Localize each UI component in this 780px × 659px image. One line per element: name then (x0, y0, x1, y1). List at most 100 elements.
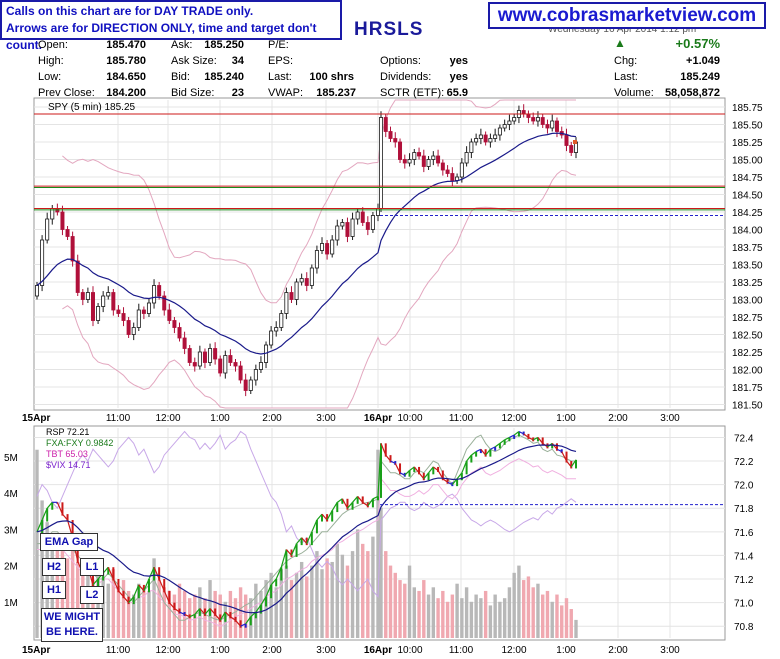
volume-bar (243, 594, 248, 638)
rsp-mark (331, 502, 338, 511)
candle-body (202, 351, 207, 363)
volume-bar (445, 601, 450, 638)
rsp-mark (148, 566, 155, 580)
candle-body (192, 362, 197, 367)
volume-bar (345, 565, 350, 638)
candle-body (569, 145, 574, 153)
website-banner[interactable]: www.cobrasmarketview.com (488, 2, 766, 29)
candle-body (162, 295, 167, 311)
price-tick-label: 184.00 (732, 226, 763, 237)
candle-body (90, 292, 95, 321)
candle-body (535, 117, 540, 122)
candle-body (383, 117, 388, 132)
candle-body (426, 159, 431, 167)
rsp-mark (326, 510, 333, 521)
volume-bar (564, 598, 569, 638)
volume-bar (569, 609, 573, 638)
candle-body (289, 292, 294, 300)
series-line-3 (36, 430, 577, 598)
volume-bar (126, 590, 131, 638)
candle-body (545, 124, 550, 129)
candle-body (320, 243, 325, 251)
volume-bar (464, 587, 469, 638)
rsp-mark (551, 442, 558, 450)
x-tick-label: 2:00 (262, 413, 282, 424)
candle-body (335, 225, 340, 241)
candle-body (258, 362, 263, 370)
ema-gap-label: EMA Gap (40, 533, 98, 551)
x-tick-label: 11:00 (449, 645, 474, 656)
bid-value: 185.240 (204, 71, 244, 83)
candle-body (126, 320, 131, 335)
rsp-mark (280, 549, 287, 568)
rsp-mark (306, 531, 313, 544)
rsp-mark (138, 584, 145, 592)
dividends-value: yes (449, 71, 468, 83)
candle-body (378, 117, 383, 209)
rsp-tick-label: 72.4 (734, 433, 754, 444)
candle-body (507, 120, 512, 125)
rsp-mark (290, 543, 298, 556)
rsp-mark (523, 433, 529, 438)
price-tick-label: 181.75 (732, 383, 763, 394)
be-here-line: BE HERE. (46, 626, 98, 638)
rsp-mark (347, 501, 354, 509)
volume-label: Volume: (614, 87, 654, 99)
candle-body (550, 120, 555, 129)
rsp-mark (321, 513, 328, 521)
volume-bar (541, 594, 545, 638)
x-tick-label: 3:00 (660, 645, 680, 656)
volume-bar (483, 590, 488, 638)
symbol-title: HRSLS (354, 19, 424, 40)
candle-body (121, 313, 126, 321)
candle-body (459, 162, 464, 178)
price-tick-label: 182.00 (732, 366, 763, 377)
volume-tick-label: 4M (4, 489, 18, 500)
options-label: Options: (380, 55, 421, 67)
rsp-mark (311, 519, 318, 533)
l1-label: L1 (80, 558, 104, 576)
candle-body (197, 351, 202, 367)
rsp-mark (112, 578, 119, 592)
rsp-mark (461, 460, 468, 474)
rsp-mark (556, 448, 562, 453)
volume-bar (340, 554, 345, 638)
candle-body (85, 292, 90, 300)
candle-body (75, 260, 80, 293)
price-tick-label: 185.75 (732, 103, 763, 114)
rsp-mark (117, 590, 124, 598)
prev-close-value: 184.200 (106, 87, 146, 99)
rsp-mark (214, 614, 221, 621)
rsp-tick-label: 71.8 (734, 504, 754, 515)
chg-value: +1.049 (686, 55, 720, 67)
volume-bar (305, 576, 309, 638)
volume-bar (560, 605, 564, 638)
volume-value: 58,058,872 (664, 87, 720, 99)
rsp-mark (158, 578, 165, 592)
rsp-mark (341, 498, 348, 509)
volume-bar (450, 594, 455, 638)
rsp-mark (466, 454, 472, 462)
candle-body (157, 285, 162, 297)
h1-label: H1 (42, 581, 66, 599)
candle-body (187, 348, 192, 363)
volume-bar (536, 583, 540, 638)
rsp-mark (385, 454, 391, 462)
rsp-mark (184, 613, 190, 618)
rsp-mark (224, 611, 231, 618)
volume-bar (474, 594, 478, 638)
candle-body (177, 327, 182, 339)
volume-bar (96, 572, 100, 638)
candle-body (388, 131, 393, 139)
x-tick-label: 3:00 (316, 413, 336, 424)
candle-body (464, 152, 469, 164)
rsp-tick-label: 72.0 (734, 481, 754, 492)
volume-bar (366, 551, 370, 638)
volume-bar (269, 572, 273, 638)
rsp-mark (204, 608, 211, 615)
candle-body (111, 292, 116, 311)
volume-bar (157, 580, 161, 638)
x-tick-label: 2:00 (262, 645, 282, 656)
x-tick-label: 1:00 (210, 645, 230, 656)
rsp-mark (409, 466, 415, 471)
